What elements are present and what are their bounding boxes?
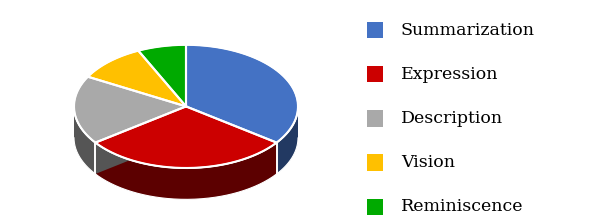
- Polygon shape: [95, 106, 186, 174]
- Polygon shape: [139, 45, 186, 106]
- Text: Summarization: Summarization: [401, 22, 535, 39]
- Bar: [367, 22, 383, 38]
- Polygon shape: [95, 106, 186, 174]
- Polygon shape: [186, 45, 298, 143]
- Bar: [367, 66, 383, 82]
- Polygon shape: [186, 106, 277, 174]
- Polygon shape: [88, 51, 186, 106]
- Polygon shape: [277, 107, 298, 174]
- Text: Reminiscence: Reminiscence: [401, 198, 523, 215]
- Bar: [367, 110, 383, 127]
- Text: Description: Description: [401, 110, 503, 127]
- Bar: [367, 198, 383, 215]
- Polygon shape: [186, 106, 277, 174]
- Polygon shape: [74, 106, 95, 174]
- Text: Expression: Expression: [401, 66, 499, 83]
- Polygon shape: [74, 77, 186, 143]
- Text: Vision: Vision: [401, 154, 455, 171]
- Polygon shape: [95, 106, 277, 168]
- Polygon shape: [95, 143, 277, 199]
- Bar: [367, 155, 383, 171]
